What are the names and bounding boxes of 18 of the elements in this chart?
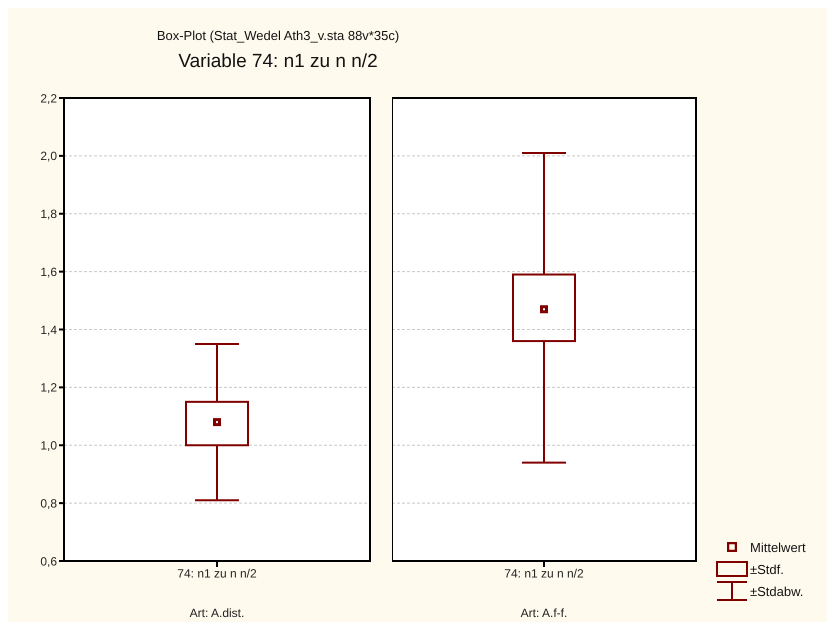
y-tick-label: 0,8 [40, 496, 58, 510]
y-tick-label: 2,0 [40, 149, 58, 164]
x-tick-label: 74: n1 zu n n/2 [504, 566, 584, 581]
x-axis-title: Art: A.dist. [190, 606, 244, 620]
x-tick-label: 74: n1 zu n n/2 [177, 566, 258, 581]
chart-subtitle: Variable 74: n1 zu n n/2 [177, 51, 379, 73]
text: Mittelwert [750, 540, 806, 554]
y-tick-label: 1,2 [40, 380, 58, 395]
y-tick-label: 2,2 [40, 91, 58, 106]
chart-title: Box-Plot (Stat_Wedel Ath3_v.sta 88v*35c) [156, 28, 400, 43]
y-tick-label: 0,6 [40, 554, 58, 568]
x-axis-title: Art: A.f-f. [520, 606, 568, 620]
y-tick-label: 1,6 [40, 264, 58, 279]
y-tick-label: 1,4 [40, 322, 58, 337]
text: ±Stdabw. [750, 584, 804, 598]
y-tick-label: 1,0 [40, 438, 58, 453]
text: ±Stdf. [750, 562, 784, 576]
y-tick-label: 1,8 [40, 207, 58, 222]
